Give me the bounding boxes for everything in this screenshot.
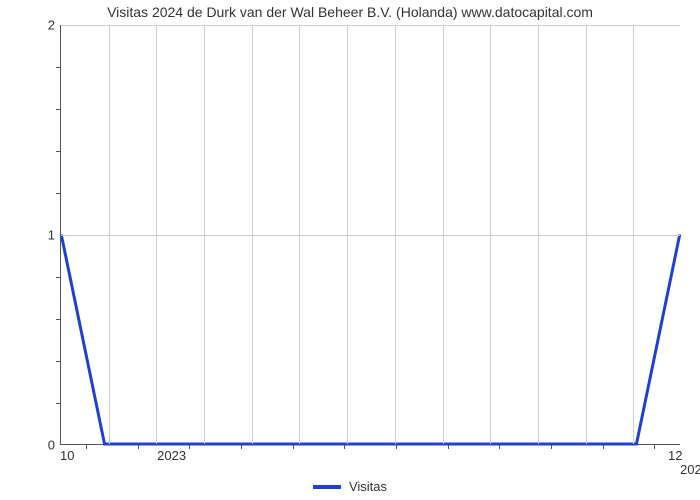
x-tick-label-right-end: 202 [680, 462, 700, 477]
gridline-v [586, 25, 587, 444]
y-minor-tick [56, 67, 60, 68]
y-minor-tick [56, 193, 60, 194]
legend-item-visitas: Visitas [313, 479, 387, 494]
x-minor-tick [241, 445, 242, 449]
chart-container: Visitas 2024 de Durk van der Wal Beheer … [0, 0, 700, 500]
gridline-h [61, 25, 680, 26]
plot-area [60, 25, 680, 445]
x-minor-tick [499, 445, 500, 449]
gridline-v [443, 25, 444, 444]
y-tick-label: 0 [15, 438, 55, 453]
legend-label: Visitas [349, 479, 387, 494]
gridline-v [347, 25, 348, 444]
y-tick-label: 1 [15, 228, 55, 243]
x-minor-tick [138, 445, 139, 449]
gridline-v [252, 25, 253, 444]
gridline-v [395, 25, 396, 444]
x-tick-label-left: 10 [60, 448, 74, 463]
y-tick-label: 2 [15, 18, 55, 33]
x-minor-tick [654, 445, 655, 449]
gridline-v [538, 25, 539, 444]
y-minor-tick [56, 151, 60, 152]
y-minor-tick [56, 319, 60, 320]
y-minor-tick [56, 361, 60, 362]
gridline-v [299, 25, 300, 444]
series-line [61, 235, 680, 445]
x-minor-tick [293, 445, 294, 449]
x-minor-tick [344, 445, 345, 449]
gridline-v [204, 25, 205, 444]
x-minor-tick [551, 445, 552, 449]
x-minor-tick [86, 445, 87, 449]
y-minor-tick [56, 277, 60, 278]
y-minor-tick [56, 403, 60, 404]
gridline-h [61, 235, 680, 236]
legend-swatch [313, 485, 341, 489]
x-tick-label-right: 12 [668, 448, 682, 463]
gridline-v [156, 25, 157, 444]
gridline-v [633, 25, 634, 444]
chart-title: Visitas 2024 de Durk van der Wal Beheer … [0, 4, 700, 20]
legend: Visitas [0, 476, 700, 495]
y-minor-tick [56, 109, 60, 110]
x-tick-label-center: 2023 [157, 448, 186, 463]
gridline-v [109, 25, 110, 444]
x-minor-tick [603, 445, 604, 449]
x-minor-tick [396, 445, 397, 449]
x-minor-tick [448, 445, 449, 449]
gridline-v [490, 25, 491, 444]
x-minor-tick [189, 445, 190, 449]
